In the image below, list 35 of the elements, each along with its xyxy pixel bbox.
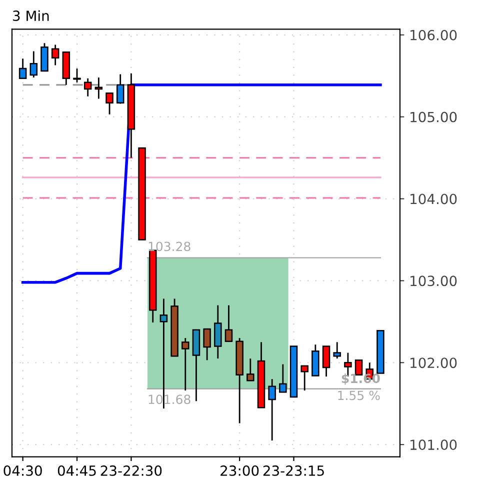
candlestick bbox=[333, 341, 341, 360]
candlestick bbox=[246, 358, 254, 382]
candlestick bbox=[203, 328, 211, 361]
x-tick-label: 23:00 bbox=[220, 465, 259, 476]
line-series bbox=[21, 83, 382, 284]
candlestick bbox=[268, 378, 276, 442]
candlestick bbox=[182, 337, 190, 392]
y-tick-label: 101.00 bbox=[410, 440, 457, 450]
candlestick bbox=[322, 346, 330, 378]
y-tick-label: 102.00 bbox=[410, 358, 457, 368]
x-tick-label: 04:30 bbox=[4, 465, 42, 476]
annotation: 103.28 bbox=[148, 242, 190, 252]
candlestick bbox=[40, 42, 48, 72]
x-tick-label: 23-22:30 bbox=[100, 465, 162, 476]
candlestick bbox=[84, 78, 92, 98]
x-tick-label: 23-23:15 bbox=[263, 465, 324, 476]
candlestick bbox=[106, 92, 114, 116]
annotation: $1.60 bbox=[342, 373, 380, 385]
y-tick-label: 104.00 bbox=[410, 194, 457, 204]
y-tick-label: 106.00 bbox=[410, 30, 457, 40]
candlestick bbox=[300, 365, 308, 392]
annotation: 1.55 % bbox=[338, 390, 380, 400]
candlestick bbox=[94, 76, 103, 100]
candlestick bbox=[116, 74, 124, 104]
candlestick bbox=[73, 68, 81, 84]
candlestick bbox=[214, 304, 222, 360]
candlestick bbox=[279, 364, 287, 393]
candlestick bbox=[30, 50, 38, 78]
candlestick bbox=[224, 304, 233, 342]
y-tick-label: 103.00 bbox=[410, 276, 457, 286]
candlestick bbox=[18, 58, 27, 80]
chart-title: 3 Min bbox=[13, 10, 49, 22]
y-tick-label: 105.00 bbox=[410, 112, 457, 122]
candlestick bbox=[51, 44, 60, 66]
x-tick-label: 04:45 bbox=[58, 465, 96, 476]
